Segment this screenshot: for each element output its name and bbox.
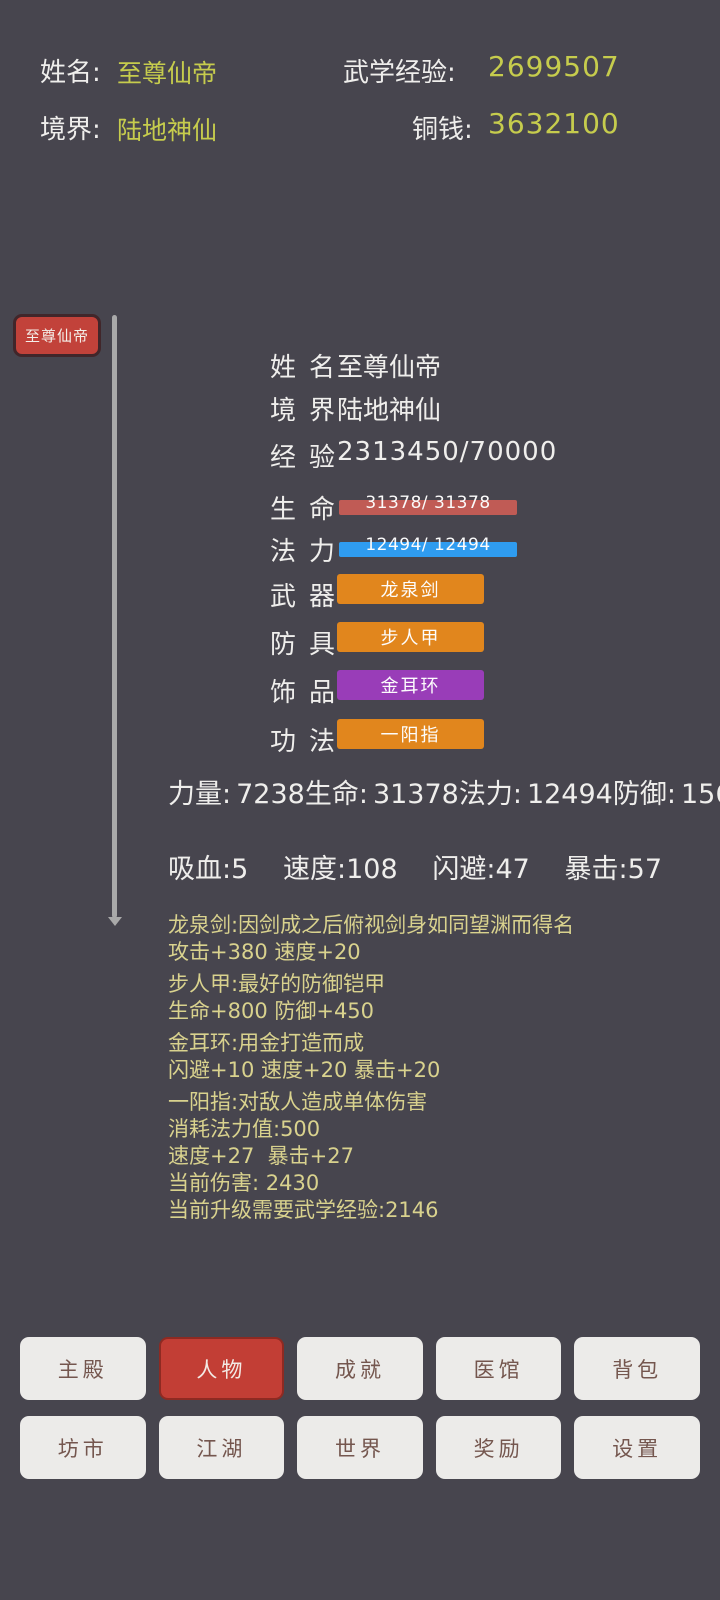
nav-achievement-button[interactable]: 成就 [297,1337,423,1400]
stat-speed: 速度:108 [283,854,398,885]
nav-settings-button[interactable]: 设置 [574,1416,700,1479]
stats-primary-row: 力量:7238 生命:31378 法力:12494 防御:1568 [168,772,720,811]
accessory-stats-line: 闪避+10 速度+20 暴击+20 [168,1058,441,1082]
skill-slot-label: 功法 [270,727,349,757]
stat-strength: 力量: 7238 [168,779,305,810]
skill-stats-line: 速度+27 暴击+27 [168,1144,354,1168]
nav-reward-button[interactable]: 奖励 [435,1416,562,1479]
armor-desc-line: 步人甲:最好的防御铠甲 [168,972,386,996]
nav-main-hall-button[interactable]: 主殿 [20,1337,146,1400]
stat-health: 生命: 31378 [304,779,459,810]
header-name-value: 至尊仙帝 [117,59,218,88]
panel-exp-label: 经验 [270,443,349,473]
weapon-slot-button[interactable]: 龙泉剑 [337,574,484,604]
nav-market-button[interactable]: 坊市 [20,1416,146,1479]
armor-slot-button[interactable]: 步人甲 [337,622,484,652]
armor-description: 步人甲:最好的防御铠甲 生命+800 防御+450 [168,971,713,1025]
header-name-label: 姓名: [40,58,101,88]
hp-label: 生命 [270,495,349,525]
nav-character-button[interactable]: 人物 [158,1337,285,1400]
skill-slot-button[interactable]: 一阳指 [337,719,484,749]
accessory-slot-label: 饰品 [270,678,349,708]
header-exp-label: 武学经验: [343,58,456,88]
accessory-slot-button[interactable]: 金耳环 [337,670,484,700]
header-realm-label: 境界: [40,115,101,145]
header-coin-value: 3632100 [488,107,620,140]
bottom-nav: 主殿 人物 成就 医馆 背包 坊市 江湖 世界 奖励 设置 [20,1337,700,1479]
mp-bar-value: 12494/ 12494 [365,535,491,555]
accessory-name: 金耳环 [380,676,441,697]
descriptions-block: 龙泉剑:因剑成之后俯视剑身如同望渊而得名 攻击+380 速度+20 步人甲:最好… [168,912,713,1229]
accessory-desc-line: 金耳环:用金打造而成 [168,1031,365,1055]
hp-bar: 31378/ 31378 [339,493,517,515]
header-exp-value: 2699507 [488,50,620,83]
weapon-stats-line: 攻击+380 速度+20 [168,940,361,964]
panel-name-value: 至尊仙帝 [337,353,442,383]
nav-hospital-button[interactable]: 医馆 [435,1337,562,1400]
stat-dodge: 闪避:47 [432,854,530,885]
scrollbar[interactable] [112,315,117,918]
skill-cost-line: 消耗法力值:500 [168,1117,321,1141]
header-coin-label: 铜钱: [412,115,473,145]
armor-name: 步人甲 [380,628,441,649]
panel-realm-label: 境界 [270,396,349,426]
skill-description: 一阳指:对敌人造成单体伤害 消耗法力值:500 速度+27 暴击+27 当前伤害… [168,1089,713,1224]
stat-crit: 暴击:57 [564,854,662,885]
panel-realm-value: 陆地神仙 [337,396,442,426]
stat-mana: 法力: 12494 [458,779,613,810]
skill-upgrade-line: 当前升级需要武学经验:2146 [168,1198,439,1222]
nav-world-button[interactable]: 世界 [297,1416,423,1479]
skill-damage-line: 当前伤害: 2430 [168,1171,320,1195]
mp-bar: 12494/ 12494 [339,535,517,557]
panel-name-label: 姓名 [270,353,349,383]
panel-exp-value: 2313450/70000 [337,437,558,467]
hp-bar-value: 31378/ 31378 [365,493,491,513]
weapon-slot-label: 武器 [270,582,349,612]
armor-slot-label: 防具 [270,630,349,660]
weapon-desc-line: 龙泉剑:因剑成之后俯视剑身如同望渊而得名 [168,913,575,937]
scrollbar-arrow-icon [108,917,122,926]
accessory-description: 金耳环:用金打造而成 闪避+10 速度+20 暴击+20 [168,1030,713,1084]
header-realm-value: 陆地神仙 [117,116,218,145]
nav-backpack-button[interactable]: 背包 [574,1337,700,1400]
skill-name: 一阳指 [380,725,441,746]
weapon-description: 龙泉剑:因剑成之后俯视剑身如同望渊而得名 攻击+380 速度+20 [168,912,713,966]
weapon-name: 龙泉剑 [380,580,441,601]
stat-defense: 防御:1568 [612,779,720,810]
armor-stats-line: 生命+800 防御+450 [168,999,375,1023]
character-tab-button[interactable]: 至尊仙帝 [13,314,101,357]
nav-jianghu-button[interactable]: 江湖 [158,1416,285,1479]
skill-desc-line: 一阳指:对敌人造成单体伤害 [168,1090,428,1114]
mp-label: 法力 [270,537,349,567]
stats-secondary-row: 吸血:5 速度:108 闪避:47 暴击:57 [168,847,662,886]
character-tab-label: 至尊仙帝 [24,327,89,345]
stat-lifesteal: 吸血:5 [168,854,249,885]
